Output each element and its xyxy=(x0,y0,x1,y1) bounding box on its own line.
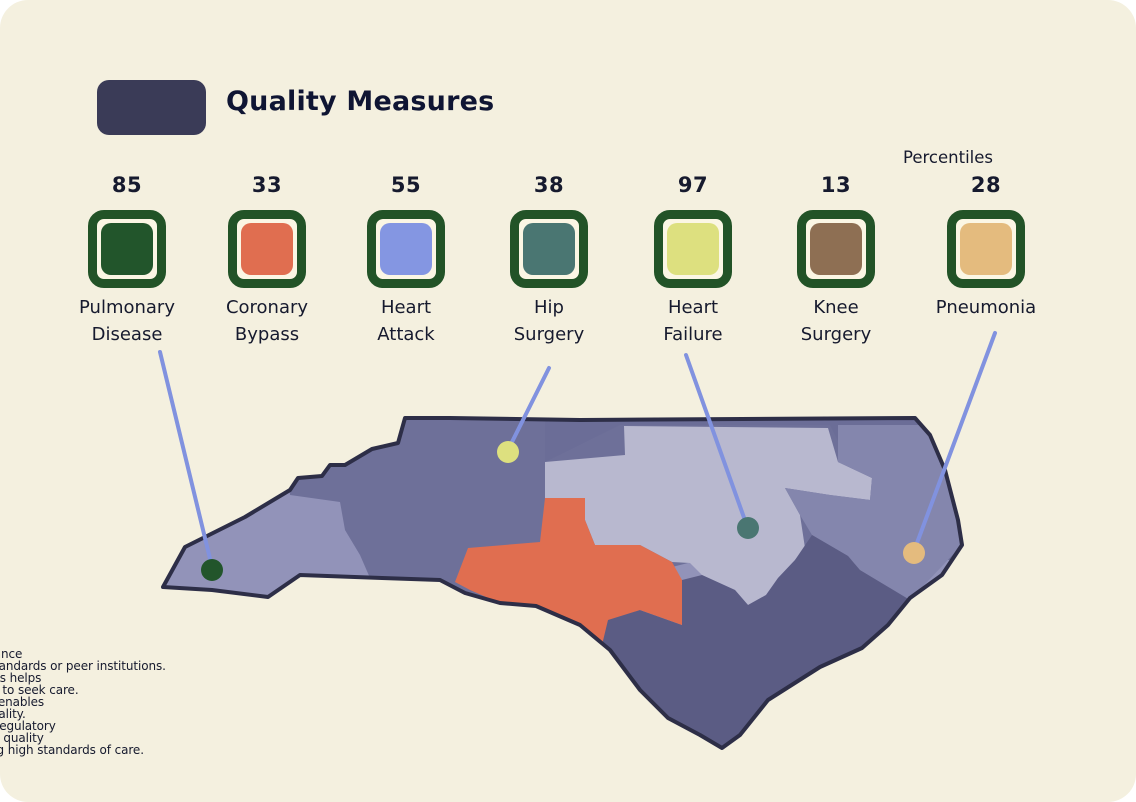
measure-label: Pulmonary Disease xyxy=(79,297,175,345)
swatch-fill xyxy=(380,223,432,275)
region-highlight xyxy=(455,498,682,645)
connector-hip-surgery xyxy=(506,366,551,452)
marker-hip-surgery xyxy=(497,441,519,463)
title-swatch xyxy=(97,80,206,135)
swatch-fill xyxy=(101,223,153,275)
region-central xyxy=(545,426,872,605)
connector-heart-failure xyxy=(684,353,749,528)
measure-heart-attack: 55 Heart Attack xyxy=(331,170,481,348)
swatch-fill xyxy=(241,223,293,275)
measure-value: 33 xyxy=(251,173,283,197)
measure-hip-surgery: 38 Hip Surgery xyxy=(474,170,624,348)
measure-label: Hip Surgery xyxy=(513,297,585,345)
measure-value: 28 xyxy=(970,173,1002,197)
measure-swatch xyxy=(510,210,588,288)
measure-swatch xyxy=(228,210,306,288)
connector-pulmonary-disease xyxy=(158,350,214,569)
measure-label: Knee Surgery xyxy=(800,297,872,345)
measure-value: 13 xyxy=(820,173,852,197)
measure-pulmonary-disease: 85 Pulmonary Disease xyxy=(52,170,202,348)
measure-swatch xyxy=(947,210,1025,288)
measure-swatch xyxy=(367,210,445,288)
swatch-fill xyxy=(523,223,575,275)
measure-label: Coronary Bypass xyxy=(225,297,309,345)
measure-swatch xyxy=(88,210,166,288)
page-title: Quality Measures xyxy=(226,86,495,117)
measure-value: 85 xyxy=(111,173,143,197)
measure-knee-surgery: 13 Knee Surgery xyxy=(761,170,911,348)
measure-coronary-bypass: 33 Coronary Bypass xyxy=(192,170,342,348)
swatch-fill xyxy=(960,223,1012,275)
measure-value: 38 xyxy=(533,173,565,197)
state-outline xyxy=(161,416,964,750)
marker-pneumonia xyxy=(903,542,925,564)
measure-swatch xyxy=(797,210,875,288)
measure-label: Heart Attack xyxy=(377,297,435,345)
measure-value: 55 xyxy=(390,173,422,197)
marker-heart-failure xyxy=(737,517,759,539)
measure-label: Pneumonia xyxy=(935,297,1037,318)
measure-pneumonia: 28 Pneumonia xyxy=(911,170,1061,321)
measure-value: 97 xyxy=(677,173,709,197)
swatch-fill xyxy=(667,223,719,275)
measure-swatch xyxy=(654,210,732,288)
percentiles-label: Percentiles xyxy=(902,148,993,167)
measure-label: Heart Failure xyxy=(663,297,723,345)
swatch-fill xyxy=(810,223,862,275)
description-text: erformance ustry standards or peer insti… xyxy=(0,647,166,757)
marker-pulmonary-disease xyxy=(201,559,223,581)
measure-heart-failure: 97 Heart Failure xyxy=(618,170,768,348)
connector-pneumonia xyxy=(912,331,997,553)
